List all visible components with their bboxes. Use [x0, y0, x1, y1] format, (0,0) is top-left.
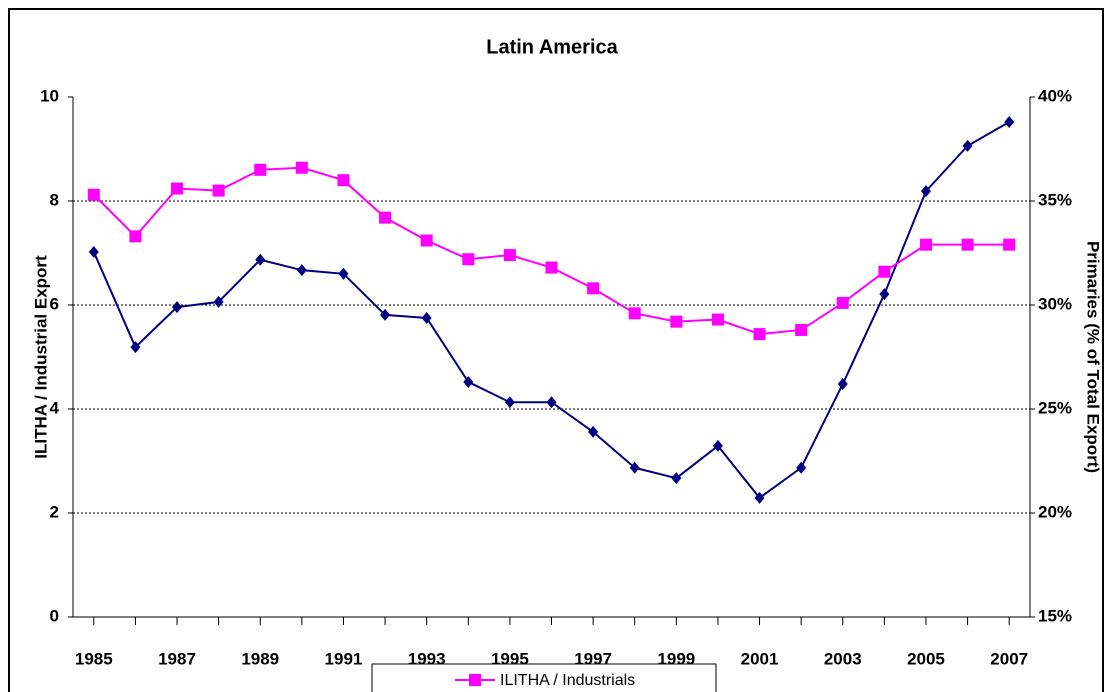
legend-label: ILITHA / Industrials	[500, 672, 635, 689]
x-tick-label: 1985	[75, 649, 113, 668]
marker	[919, 238, 932, 251]
marker	[879, 288, 890, 301]
marker	[88, 245, 99, 258]
marker	[836, 296, 849, 309]
y2-tick-label: 40%	[1038, 86, 1072, 105]
marker	[130, 341, 141, 354]
marker	[587, 282, 600, 295]
y-axis-label: ILITHA / Industrial Export	[31, 255, 50, 459]
x-tick-label: 2003	[824, 649, 862, 668]
y2-axis-label: Primaries (% of Total Export)	[1084, 241, 1103, 473]
marker	[837, 378, 848, 391]
legend-marker	[469, 674, 481, 686]
chart-frame	[8, 8, 1104, 692]
marker	[1003, 238, 1016, 251]
marker	[503, 249, 516, 262]
marker	[796, 461, 807, 474]
y-tick-label: 4	[50, 398, 60, 417]
marker	[463, 375, 474, 388]
marker	[420, 234, 433, 247]
marker	[753, 328, 766, 341]
marker	[337, 174, 350, 187]
x-tick-label: 2005	[907, 649, 945, 668]
marker	[171, 182, 184, 195]
y-tick-label: 0	[50, 606, 59, 625]
x-tick-label: 1991	[325, 649, 363, 668]
marker	[628, 307, 641, 320]
marker	[504, 396, 515, 409]
y-tick-label: 8	[50, 190, 59, 209]
marker	[172, 301, 183, 314]
marker	[129, 230, 142, 243]
x-tick-label: 1987	[158, 649, 196, 668]
marker	[711, 313, 724, 326]
y2-tick-label: 20%	[1038, 502, 1072, 521]
marker	[588, 425, 599, 438]
marker	[380, 308, 391, 321]
marker	[712, 439, 723, 452]
marker	[754, 491, 765, 504]
marker	[920, 185, 931, 198]
x-tick-label: 2007	[990, 649, 1028, 668]
marker	[1004, 115, 1015, 128]
chart-title: Latin America	[486, 36, 618, 58]
marker	[338, 267, 349, 280]
marker	[671, 472, 682, 485]
marker	[254, 163, 267, 176]
y-tick-label: 10	[40, 86, 59, 105]
marker	[213, 295, 224, 308]
marker	[379, 211, 392, 224]
marker	[546, 396, 557, 409]
marker	[421, 312, 432, 324]
marker	[795, 323, 808, 336]
y-tick-label: 6	[50, 294, 59, 313]
marker	[670, 315, 683, 328]
marker	[295, 161, 308, 174]
x-tick-label: 2001	[741, 649, 779, 668]
marker	[296, 264, 307, 277]
marker	[961, 238, 974, 251]
y2-tick-label: 35%	[1038, 190, 1072, 209]
marker	[629, 461, 640, 474]
legend-box	[371, 663, 717, 692]
y2-tick-label: 30%	[1038, 294, 1072, 313]
y-tick-label: 2	[50, 502, 59, 521]
x-tick-label: 1989	[241, 649, 279, 668]
marker	[255, 253, 266, 266]
marker	[462, 253, 475, 266]
marker	[87, 188, 100, 201]
marker	[962, 139, 973, 152]
marker	[212, 184, 225, 197]
marker	[545, 261, 558, 274]
y2-tick-label: 25%	[1038, 398, 1072, 417]
marker	[878, 265, 891, 278]
y2-tick-label: 15%	[1038, 606, 1072, 625]
